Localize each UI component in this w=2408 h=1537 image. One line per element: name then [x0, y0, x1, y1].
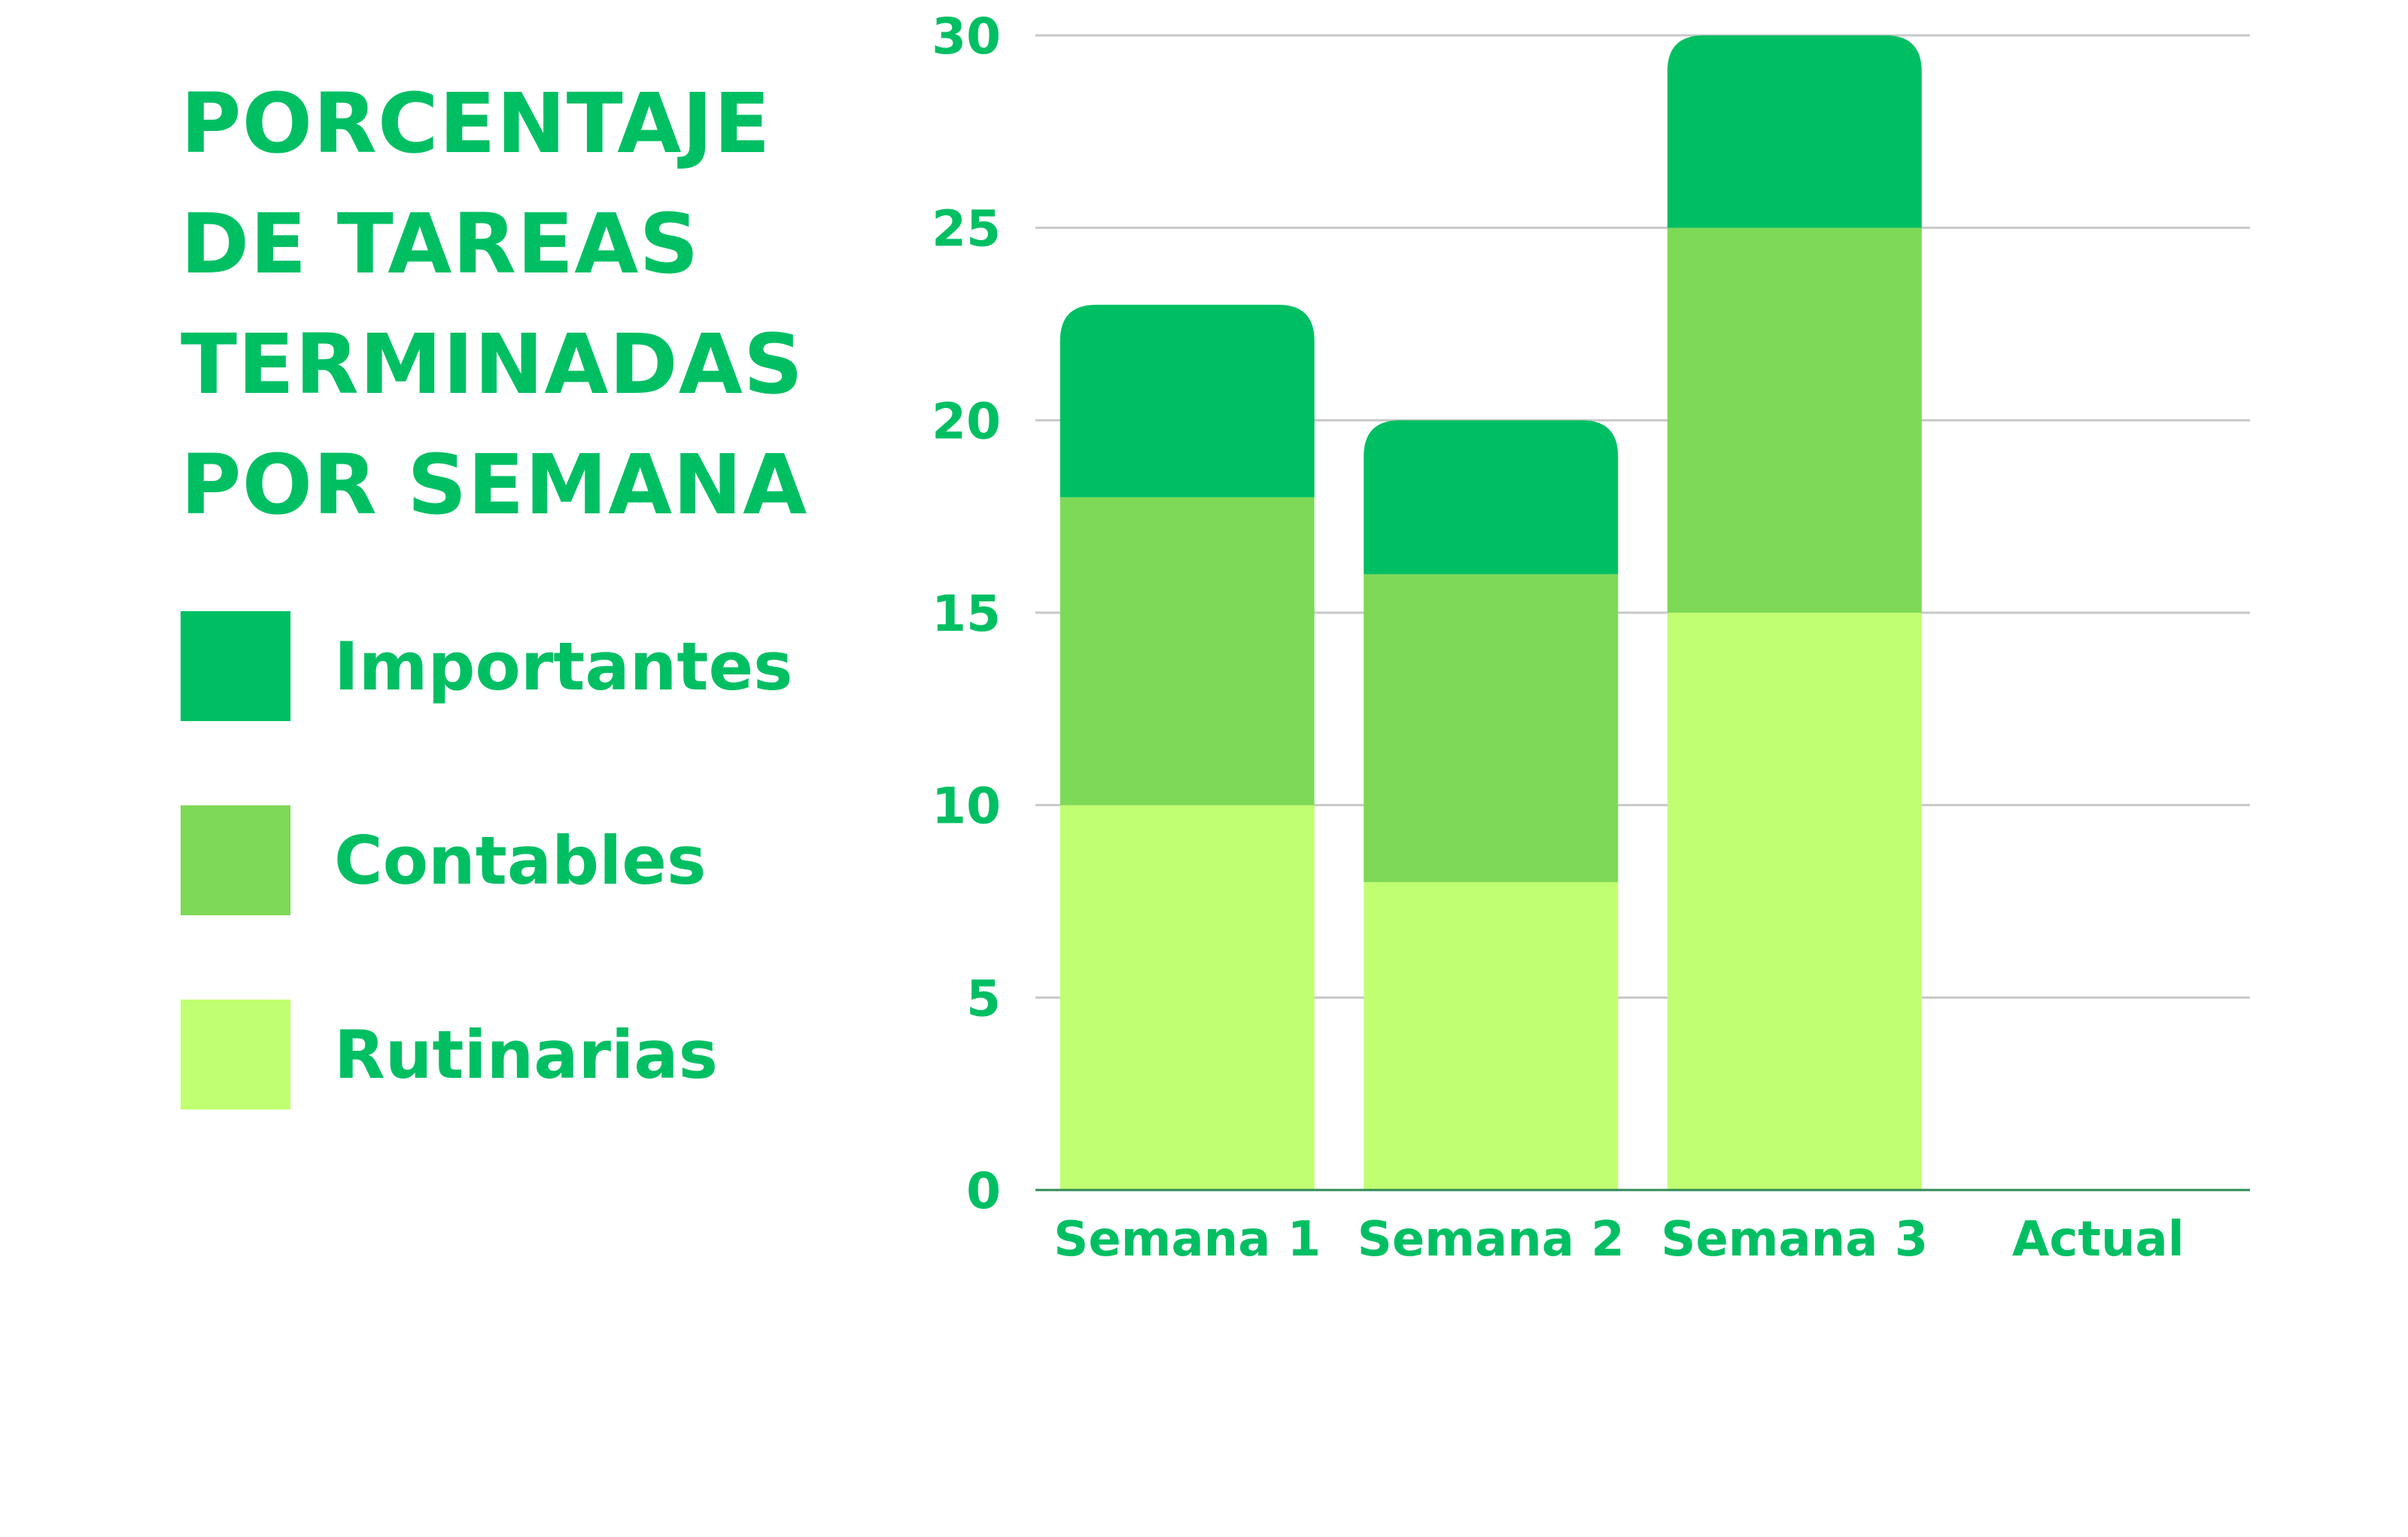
legend-swatch-rutinarias: [181, 1000, 290, 1109]
bar-segment-rutinarias: [1060, 805, 1315, 1190]
chart-title-line: TERMINADAS: [181, 316, 804, 412]
legend-item-rutinarias: Rutinarias: [181, 1000, 793, 1109]
legend-item-contables: Contables: [181, 805, 793, 915]
chart-title: PORCENTAJE DE TAREAS TERMINADAS POR SEMA…: [181, 63, 858, 545]
bar-segment-importantes: [1364, 420, 1619, 574]
y-tick-label: 0: [966, 1162, 1001, 1220]
bar-segment-contables: [1364, 574, 1619, 882]
bar-segment-rutinarias: [1364, 881, 1619, 1190]
chart-title-line: DE TAREAS: [181, 196, 700, 292]
legend-label-rutinarias: Rutinarias: [334, 1015, 718, 1094]
y-tick-label: 10: [932, 778, 1001, 835]
y-tick-label: 30: [932, 8, 1001, 65]
y-tick-label: 15: [932, 585, 1001, 643]
x-category-label: Semana 3: [1661, 1212, 1928, 1268]
legend-label-contables: Contables: [334, 821, 707, 899]
chart-legend: Importantes Contables Rutinarias: [181, 611, 793, 1194]
chart-title-line: PORCENTAJE: [181, 75, 771, 172]
y-tick-label: 20: [932, 392, 1001, 450]
bar-segment-contables: [1060, 497, 1315, 805]
x-category-label: Semana 2: [1358, 1212, 1625, 1268]
bar-segment-rutinarias: [1667, 613, 1922, 1190]
bar-segment-importantes: [1060, 304, 1315, 498]
legend-item-importantes: Importantes: [181, 611, 793, 721]
legend-swatch-importantes: [181, 611, 290, 721]
bar-segment-importantes: [1667, 35, 1922, 228]
y-tick-label: 5: [966, 969, 1001, 1027]
x-category-label: Actual: [2012, 1212, 2185, 1268]
legend-swatch-contables: [181, 805, 290, 915]
x-category-label: Semana 1: [1054, 1212, 1321, 1268]
y-tick-label: 25: [932, 200, 1001, 258]
bar-segment-contables: [1667, 227, 1922, 613]
legend-label-importantes: Importantes: [334, 627, 793, 705]
chart-title-line: POR SEMANA: [181, 437, 808, 533]
